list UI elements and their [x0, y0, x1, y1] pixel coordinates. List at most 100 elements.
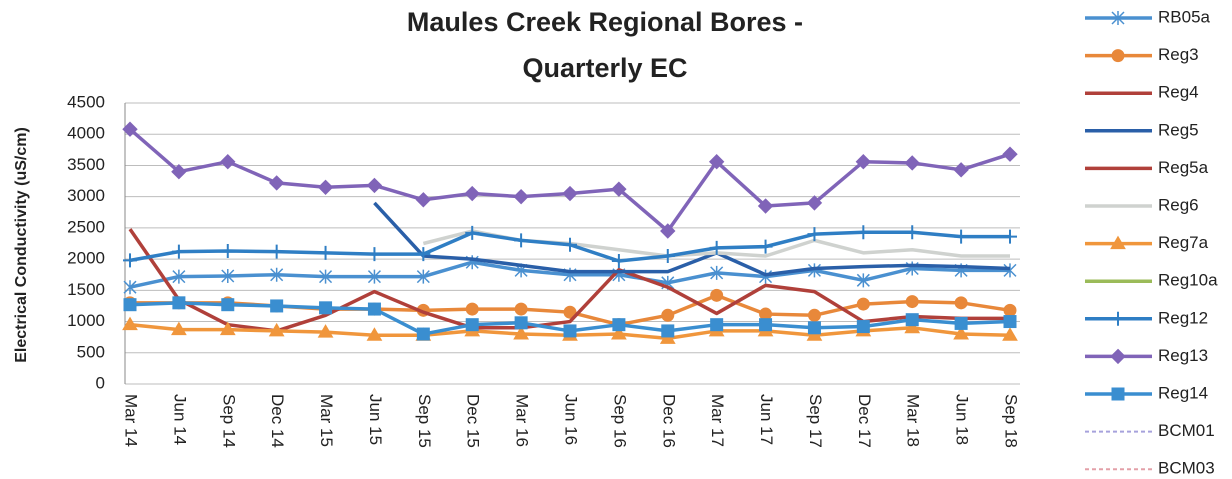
y-tick-label: 3500: [67, 155, 105, 174]
marker: [855, 153, 872, 170]
x-tick-label: Jun 16: [562, 394, 581, 445]
chart-title: Maules Creek Regional Bores -: [407, 7, 803, 37]
marker: [1003, 315, 1017, 329]
marker: [953, 326, 969, 340]
marker: [269, 244, 284, 259]
marker: [464, 185, 480, 202]
marker: [904, 319, 921, 334]
marker: [319, 301, 333, 315]
y-tick-label: 1000: [67, 311, 105, 330]
marker: [416, 269, 430, 284]
marker: [807, 227, 822, 242]
marker: [171, 163, 187, 180]
marker: [220, 243, 235, 258]
marker: [708, 153, 725, 170]
x-tick-label: Sep 15: [415, 394, 434, 448]
legend-item: BCM03: [1085, 459, 1215, 478]
marker: [319, 269, 333, 284]
x-tick-label: Dec 16: [659, 394, 678, 448]
x-tick-label: Dec 15: [464, 394, 483, 448]
marker: [367, 269, 381, 284]
marker: [1110, 348, 1126, 365]
marker: [905, 313, 919, 327]
legend-label: Reg5a: [1158, 158, 1209, 177]
marker: [611, 181, 627, 197]
legend-item: Reg7a: [1085, 233, 1209, 252]
marker: [1111, 49, 1125, 63]
marker: [416, 327, 430, 341]
marker: [1003, 229, 1017, 244]
x-tick-label: Mar 14: [122, 394, 141, 447]
marker: [807, 308, 821, 322]
marker: [416, 247, 431, 262]
marker: [221, 268, 235, 283]
marker: [465, 318, 479, 332]
marker: [1111, 311, 1125, 326]
y-axis-label: Electrical Conductivity (uS/cm): [13, 127, 30, 363]
marker: [513, 188, 529, 205]
marker: [710, 318, 724, 332]
marker: [318, 245, 333, 260]
chart-title: Quarterly EC: [522, 53, 687, 83]
marker: [757, 198, 774, 214]
marker: [1002, 146, 1018, 162]
marker: [954, 229, 969, 244]
marker: [317, 324, 334, 338]
marker: [465, 225, 480, 240]
marker: [905, 295, 919, 309]
legend-label: Reg4: [1158, 83, 1199, 102]
marker: [856, 320, 870, 334]
x-tick-label: Jun 17: [757, 394, 776, 445]
marker: [1003, 263, 1017, 278]
marker: [954, 316, 968, 330]
y-tick-label: 1500: [67, 280, 105, 299]
marker: [709, 240, 724, 255]
legend-label: Reg14: [1158, 383, 1208, 402]
legend-label: Reg10a: [1158, 271, 1218, 290]
marker: [758, 239, 773, 254]
x-tick-label: Mar 15: [317, 394, 336, 447]
legend-item: Reg10a: [1085, 271, 1218, 290]
legend-label: Reg7a: [1158, 233, 1209, 252]
marker: [268, 322, 285, 337]
x-tick-label: Dec 14: [268, 394, 287, 448]
legend-item: Reg6: [1085, 195, 1199, 214]
x-tick-label: Mar 16: [513, 394, 532, 447]
legend-item: Reg5: [1085, 120, 1199, 139]
marker: [270, 267, 284, 282]
x-tick-label: Sep 14: [219, 394, 238, 448]
marker: [367, 247, 382, 262]
marker: [415, 192, 432, 208]
y-tick-label: 4000: [67, 124, 105, 143]
x-tick-label: Dec 17: [855, 394, 874, 448]
marker: [171, 321, 187, 336]
marker: [1111, 387, 1125, 401]
x-tick-label: Mar 18: [904, 394, 923, 447]
marker: [1002, 327, 1018, 341]
y-tick-label: 3000: [67, 186, 105, 205]
marker: [953, 162, 969, 178]
marker: [366, 177, 383, 194]
marker: [563, 237, 577, 252]
marker: [759, 318, 773, 332]
marker: [954, 296, 968, 310]
marker: [1003, 303, 1017, 317]
series-line: [373, 201, 1011, 277]
marker: [661, 308, 675, 322]
marker: [563, 305, 577, 319]
legend-label: Reg12: [1158, 308, 1208, 327]
legend-label: Reg6: [1158, 195, 1199, 214]
marker: [172, 269, 186, 284]
legend-item: Reg13: [1085, 346, 1208, 365]
marker: [661, 324, 675, 338]
marker: [563, 324, 577, 338]
legend-item: Reg5a: [1085, 158, 1209, 177]
legend-label: Reg13: [1158, 346, 1208, 365]
marker: [856, 297, 870, 311]
marker: [807, 263, 821, 278]
marker: [220, 153, 236, 170]
marker: [660, 248, 675, 263]
y-tick-label: 0: [96, 373, 105, 392]
marker: [856, 273, 870, 288]
marker: [172, 296, 186, 310]
